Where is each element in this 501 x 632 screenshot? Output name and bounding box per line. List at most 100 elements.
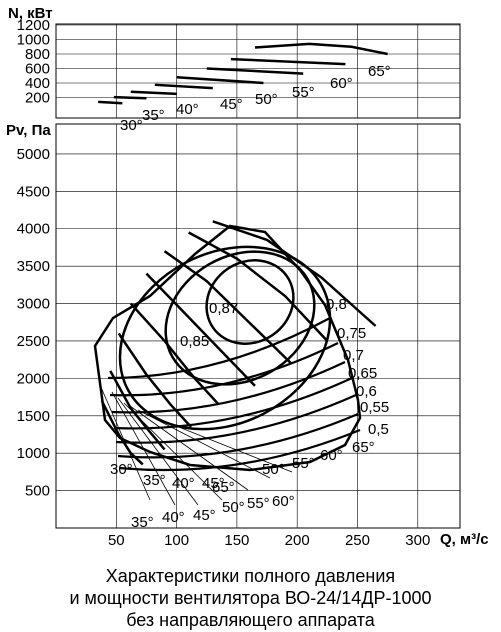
pressure-y-ticks: 500 1000 1500 2000 2500 3000 3500 4000 4500 5000 <box>17 146 50 500</box>
power-curve-line <box>113 95 147 100</box>
pressure-curve-line <box>129 302 220 406</box>
power-curves: 30°35° 40° 45° 50° 55° 60° 65° <box>98 42 391 134</box>
power-curve-label: 55° <box>292 84 315 101</box>
pressure-y-tick-label: 4500 <box>17 183 50 200</box>
power-curve-label: 45° <box>220 96 243 113</box>
power-curve-label: 40° <box>176 101 199 118</box>
efficiency-isoline <box>107 317 331 380</box>
power-curve-line <box>254 42 388 56</box>
power-curve-label: 65° <box>368 63 391 80</box>
power-y-tick-label: 400 <box>25 75 50 92</box>
pressure-y-tick-label: 1000 <box>17 445 50 462</box>
blade-angle-label-lower: 40° <box>162 509 185 526</box>
blade-angle-label-lower: 35° <box>131 514 154 531</box>
pressure-x-tick-label: 150 <box>224 532 249 549</box>
blade-angle-label: 35° <box>143 472 166 489</box>
pressure-plot-frame <box>55 123 461 529</box>
efficiency-label: 0,8 <box>326 296 347 313</box>
efficiency-isoline <box>111 361 346 414</box>
efficiency-label: 0,85 <box>180 333 209 350</box>
power-curve-label: 60° <box>330 75 353 92</box>
power-y-tick-label: 800 <box>25 46 50 63</box>
power-y-tick-label: 600 <box>25 61 50 78</box>
efficiency-contour <box>164 250 316 386</box>
blade-angle-label: 55° <box>292 455 315 472</box>
power-y-tick-label: 1000 <box>17 32 50 49</box>
efficiency-label: 0,75 <box>337 325 366 342</box>
power-curve-line <box>130 90 177 96</box>
pressure-y-axis-label: Pv, Па <box>6 122 51 139</box>
pressure-x-ticks: 50 100 150 200 250 300 <box>108 532 430 549</box>
power-curve-line <box>176 75 264 85</box>
power-y-tick-label: 200 <box>25 90 50 107</box>
blade-angle-label-lower: 65° <box>212 479 235 496</box>
pressure-x-tick-label: 300 <box>405 532 430 549</box>
blade-angle-label: 60° <box>320 447 343 464</box>
blade-angle-label: 50° <box>262 461 285 478</box>
pressure-y-tick-label: 2500 <box>17 333 50 350</box>
efficiency-label: 0,55 <box>360 399 389 416</box>
efficiency-label: 0,7 <box>343 347 364 364</box>
pressure-x-tick-label: 50 <box>108 532 125 549</box>
pressure-y-tick-label: 1500 <box>17 408 50 425</box>
power-curve-line <box>154 83 213 90</box>
pressure-curve-line <box>145 272 256 387</box>
efficiency-isoline <box>119 428 361 472</box>
power-grid <box>56 24 460 118</box>
pressure-curve-line <box>188 231 329 342</box>
efficiency-label: 0,65 <box>348 365 377 382</box>
operating-envelope <box>93 224 362 472</box>
blade-angle-label-lower: 45° <box>193 507 216 524</box>
efficiency-contour <box>205 259 295 345</box>
pressure-curves <box>100 220 377 466</box>
pressure-y-tick-label: 5000 <box>17 146 50 163</box>
caption-line-3: без направляющего аппарата <box>126 610 375 630</box>
pressure-x-tick-label: 250 <box>345 532 370 549</box>
pressure-y-tick-label: 500 <box>25 483 50 500</box>
blade-angle-label-lower: 60° <box>272 493 295 510</box>
connector-line <box>137 409 271 479</box>
power-y-axis-label: N, кВт <box>8 5 53 22</box>
caption-line-1: Характеристики полного давления <box>105 566 396 586</box>
power-curve-label: 30° <box>120 117 143 134</box>
pressure-x-axis-label: Q, м³/с <box>440 531 489 548</box>
pressure-y-tick-label: 3000 <box>17 296 50 313</box>
blade-angle-label: 30° <box>110 461 133 478</box>
efficiency-isoline <box>115 393 357 444</box>
blade-angle-label: 65° <box>352 439 375 456</box>
efficiency-label: 0,6 <box>356 383 377 400</box>
pressure-curve-line <box>163 250 293 365</box>
connector-line <box>111 391 176 506</box>
power-curve-line <box>230 57 346 66</box>
pressure-x-tick-label: 200 <box>285 532 310 549</box>
pressure-y-tick-label: 3500 <box>17 258 50 275</box>
pressure-y-tick-label: 4000 <box>17 221 50 238</box>
connector-line <box>145 413 293 473</box>
pressure-x-tick-label: 100 <box>164 532 189 549</box>
pressure-curve-line <box>109 370 166 451</box>
blade-angle-label-lower: 50° <box>222 499 245 516</box>
efficiency-isoline <box>113 377 353 430</box>
power-curve-label: 35° <box>142 107 165 124</box>
pressure-grid <box>56 124 460 528</box>
power-curve-line <box>98 100 123 105</box>
efficiency-label: 0,5 <box>368 421 389 438</box>
connector-line <box>99 384 151 501</box>
pressure-curve-line <box>117 332 192 428</box>
efficiency-label: 0,87 <box>209 300 238 317</box>
blade-angle-label: 45° <box>202 475 225 492</box>
connector-line <box>117 397 199 506</box>
power-y-tick-label: 1200 <box>17 17 50 34</box>
efficiency-isoline <box>109 342 339 397</box>
power-plot-frame <box>55 23 461 119</box>
chart-caption: Характеристики полного давления и мощнос… <box>0 565 501 631</box>
pressure-panel: 500100015002000250030003500400045005000 … <box>6 122 489 549</box>
power-curve-line <box>206 67 304 75</box>
efficiency-contours: 0,870,85 0,8 0,75 0,70,650,60,55 0,5 <box>93 224 389 472</box>
connector-line <box>129 405 249 491</box>
static-labels: 30°35° 40° 45°50° 55° 60° 65°35° 40° 45° 50° 55° 6… <box>99 384 375 531</box>
connector-line <box>123 402 223 501</box>
